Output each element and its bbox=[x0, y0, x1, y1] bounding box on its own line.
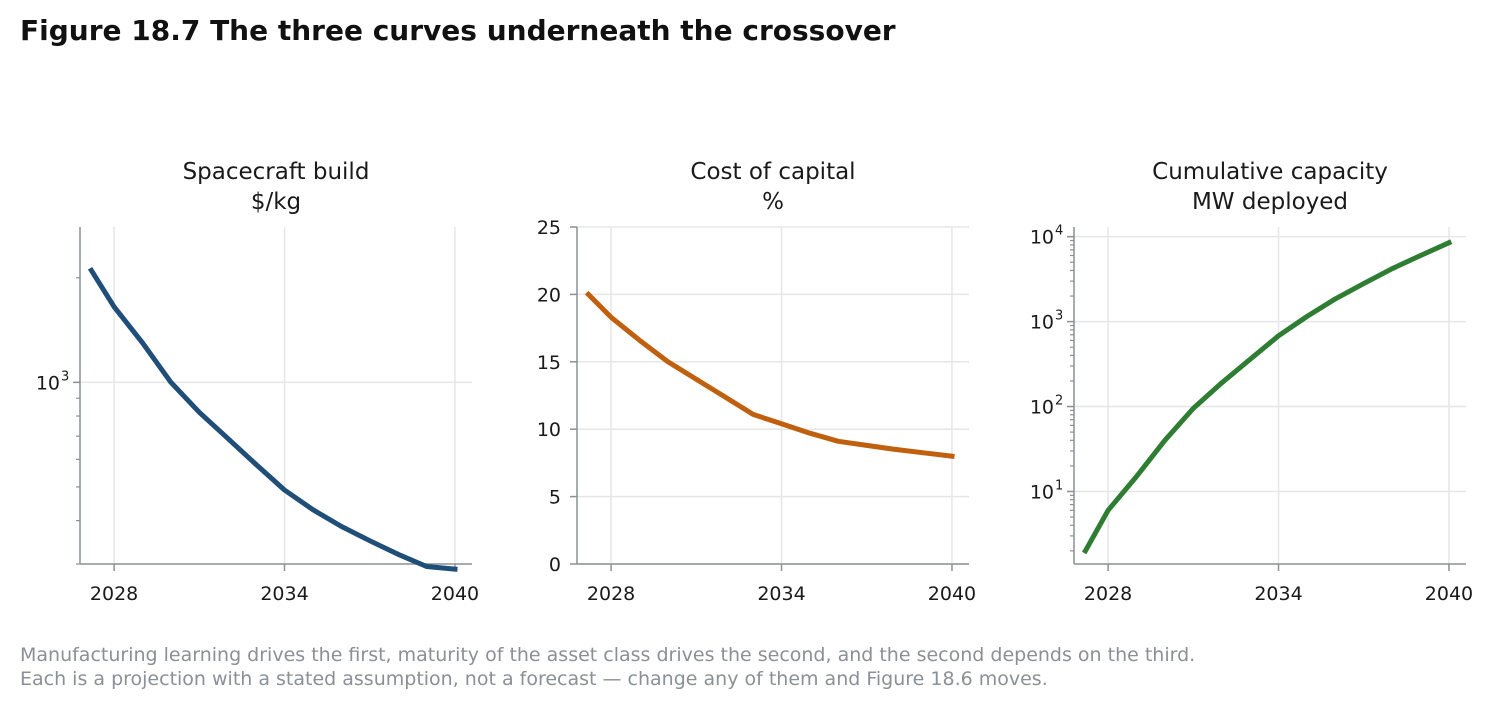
x-tick-label: 2034 bbox=[1254, 583, 1302, 605]
panel-title-capital: Cost of capital % bbox=[623, 157, 923, 217]
series-line-capacity bbox=[1081, 239, 1453, 555]
y-tick-label: 10 bbox=[1030, 481, 1054, 503]
y-tick-label: 10 bbox=[1030, 227, 1054, 249]
x-tick-label: 2034 bbox=[260, 583, 308, 605]
figure-title: Figure 18.7 The three curves underneath … bbox=[20, 14, 896, 47]
y-tick-label: 10 bbox=[36, 372, 60, 394]
x-tick-label: 2028 bbox=[1084, 583, 1132, 605]
y-tick-label: 25 bbox=[537, 217, 561, 239]
chart-panel-build: 2028 2034 2040 10 3 bbox=[36, 227, 479, 605]
y-tick-label: 5 bbox=[549, 487, 561, 509]
y-tick-label: 0 bbox=[549, 554, 561, 576]
caption-line-2: Each is a projection with a stated assum… bbox=[20, 668, 1048, 690]
chart-panel-capital: 2028 2034 2040 0 5 10 15 20 25 bbox=[537, 217, 976, 605]
panel-title-capacity: Cumulative capacity MW deployed bbox=[1120, 157, 1420, 217]
y-tick-exponent: 3 bbox=[61, 369, 69, 384]
panel-title-capital-unit: % bbox=[762, 189, 784, 215]
caption-line-1: Manufacturing learning drives the first,… bbox=[20, 644, 1196, 666]
panel-title-capital-main: Cost of capital bbox=[690, 159, 856, 185]
panel-title-build: Spacecraft build $/kg bbox=[126, 157, 426, 217]
panel-title-build-main: Spacecraft build bbox=[182, 159, 370, 185]
series-line-build bbox=[87, 266, 458, 572]
y-tick-label: 10 bbox=[1030, 312, 1054, 334]
y-tick-exponent: 4 bbox=[1055, 224, 1063, 239]
x-tick-label: 2040 bbox=[1425, 583, 1473, 605]
y-tick-label: 15 bbox=[537, 352, 561, 374]
series-line-capital bbox=[584, 290, 955, 459]
y-tick-exponent: 3 bbox=[1055, 309, 1063, 324]
y-tick-exponent: 2 bbox=[1055, 394, 1063, 409]
y-tick-label: 10 bbox=[537, 419, 561, 441]
panel-title-capacity-main: Cumulative capacity bbox=[1152, 159, 1388, 185]
x-tick-label: 2028 bbox=[587, 583, 635, 605]
x-tick-label: 2034 bbox=[757, 583, 805, 605]
panel-title-build-unit: $/kg bbox=[250, 189, 302, 215]
x-tick-label: 2040 bbox=[431, 583, 479, 605]
x-tick-label: 2040 bbox=[928, 583, 976, 605]
panel-title-capacity-unit: MW deployed bbox=[1191, 189, 1349, 215]
y-tick-exponent: 1 bbox=[1055, 478, 1063, 493]
y-tick-label: 20 bbox=[537, 284, 561, 306]
figure-caption: Manufacturing learning drives the first,… bbox=[20, 643, 1195, 691]
y-tick-label: 10 bbox=[1030, 397, 1054, 419]
x-tick-label: 2028 bbox=[90, 583, 138, 605]
